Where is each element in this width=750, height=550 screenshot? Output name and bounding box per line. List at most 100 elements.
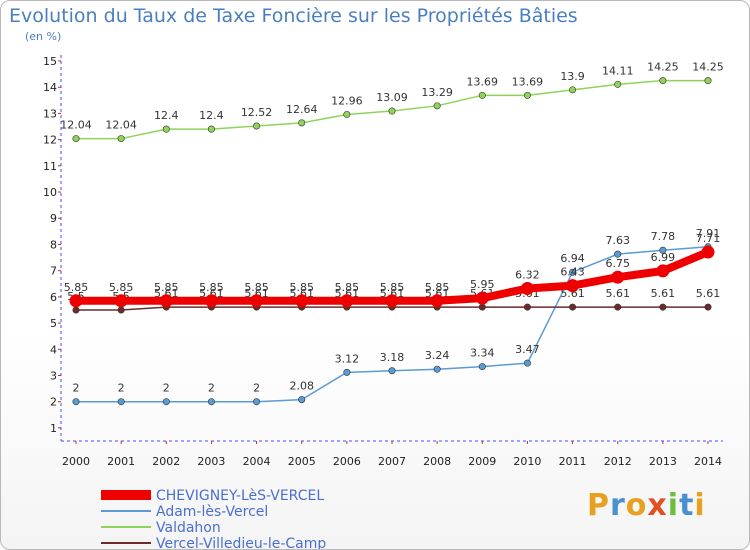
data-point — [117, 135, 125, 143]
data-label: 6.75 — [605, 257, 630, 270]
data-point — [614, 303, 622, 311]
data-point — [478, 91, 486, 99]
data-point — [298, 396, 306, 404]
data-point — [611, 270, 625, 284]
y-tick-label: 13 — [43, 107, 57, 120]
x-tick-label: 2002 — [152, 455, 180, 468]
data-point — [659, 303, 667, 311]
x-tick-label: 2001 — [107, 455, 135, 468]
y-tick-label: 5 — [50, 317, 57, 330]
data-point — [343, 368, 351, 376]
data-point — [433, 365, 441, 373]
data-label: 5.85 — [64, 281, 89, 294]
data-point — [656, 264, 670, 278]
data-point — [253, 398, 261, 406]
data-point — [388, 367, 396, 375]
y-tick-label: 9 — [50, 212, 57, 225]
y-tick-label: 12 — [43, 134, 57, 147]
data-point — [298, 119, 306, 127]
data-point — [72, 135, 80, 143]
y-tick-label: 3 — [50, 369, 57, 382]
data-label: 13.29 — [421, 86, 453, 99]
data-point — [569, 303, 577, 311]
legend-label: CHEVIGNEY-LèS-VERCEL — [156, 488, 324, 504]
data-label: 14.25 — [692, 61, 724, 74]
x-tick-label: 2006 — [333, 455, 361, 468]
x-tick-label: 2000 — [62, 455, 90, 468]
y-tick-label: 15 — [43, 55, 57, 68]
data-point — [162, 125, 170, 133]
data-label: 12.96 — [331, 94, 363, 107]
data-label: 5.85 — [380, 281, 405, 294]
data-point — [207, 125, 215, 133]
data-label: 2 — [118, 382, 125, 395]
data-point — [343, 110, 351, 118]
data-label: 6.43 — [560, 266, 585, 279]
data-label: 5.85 — [154, 281, 179, 294]
data-point — [385, 294, 399, 308]
data-point — [204, 294, 218, 308]
data-point — [659, 77, 667, 85]
data-label: 12.4 — [154, 109, 179, 122]
data-point — [388, 107, 396, 115]
data-point — [433, 102, 441, 110]
data-point — [569, 86, 577, 94]
data-point — [523, 359, 531, 367]
data-point — [253, 122, 261, 130]
data-label: 13.69 — [467, 75, 499, 88]
x-tick-label: 2010 — [513, 455, 541, 468]
data-point — [569, 268, 577, 276]
y-tick-label: 14 — [43, 81, 57, 94]
data-label: 5.61 — [651, 287, 676, 300]
data-label: 3.24 — [425, 349, 450, 362]
data-point — [614, 80, 622, 88]
data-label: 7.91 — [696, 227, 721, 240]
x-tick-label: 2012 — [604, 455, 632, 468]
data-label: 2 — [163, 382, 170, 395]
x-tick-label: 2005 — [288, 455, 316, 468]
data-label: 5.85 — [289, 281, 314, 294]
data-point — [159, 294, 173, 308]
legend-label: Valdahon — [156, 520, 221, 536]
y-tick-label: 4 — [50, 343, 57, 356]
data-label: 12.04 — [60, 119, 92, 132]
data-point — [72, 398, 80, 406]
data-label: 12.04 — [105, 119, 137, 132]
chart-title: Evolution du Taux de Taxe Foncière sur l… — [9, 5, 578, 27]
data-point — [704, 303, 712, 311]
legend-label: Vercel-Villedieu-le-Camp — [156, 536, 326, 550]
data-label: 2 — [208, 382, 215, 395]
data-label: 7.71 — [696, 232, 721, 245]
data-label: 3.18 — [380, 351, 405, 364]
x-tick-label: 2013 — [649, 455, 677, 468]
data-point — [566, 279, 580, 293]
y-tick-label: 8 — [50, 238, 57, 251]
data-label: 7.78 — [651, 230, 676, 243]
data-point — [659, 246, 667, 254]
data-label: 3.12 — [335, 352, 360, 365]
data-point — [701, 245, 715, 259]
data-label: 2 — [73, 382, 80, 395]
data-point — [478, 303, 486, 311]
data-point — [117, 398, 125, 406]
data-point — [523, 91, 531, 99]
x-tick-label: 2014 — [694, 455, 722, 468]
data-label: 5.85 — [244, 281, 269, 294]
data-label: 13.69 — [512, 75, 544, 88]
x-tick-label: 2007 — [378, 455, 406, 468]
data-point — [478, 363, 486, 371]
data-label: 14.11 — [602, 64, 634, 77]
data-label: 5.61 — [605, 287, 630, 300]
data-label: 5.85 — [425, 281, 450, 294]
data-label: 13.09 — [376, 91, 408, 104]
x-tick-label: 2011 — [559, 455, 587, 468]
data-point — [614, 250, 622, 258]
data-point — [295, 294, 309, 308]
y-tick-label: 11 — [43, 160, 57, 173]
data-label: 5.85 — [109, 281, 134, 294]
proxiti-logo: Proxiti — [587, 488, 706, 523]
data-point — [114, 294, 128, 308]
y-tick-label: 6 — [50, 291, 57, 304]
data-point — [430, 294, 444, 308]
